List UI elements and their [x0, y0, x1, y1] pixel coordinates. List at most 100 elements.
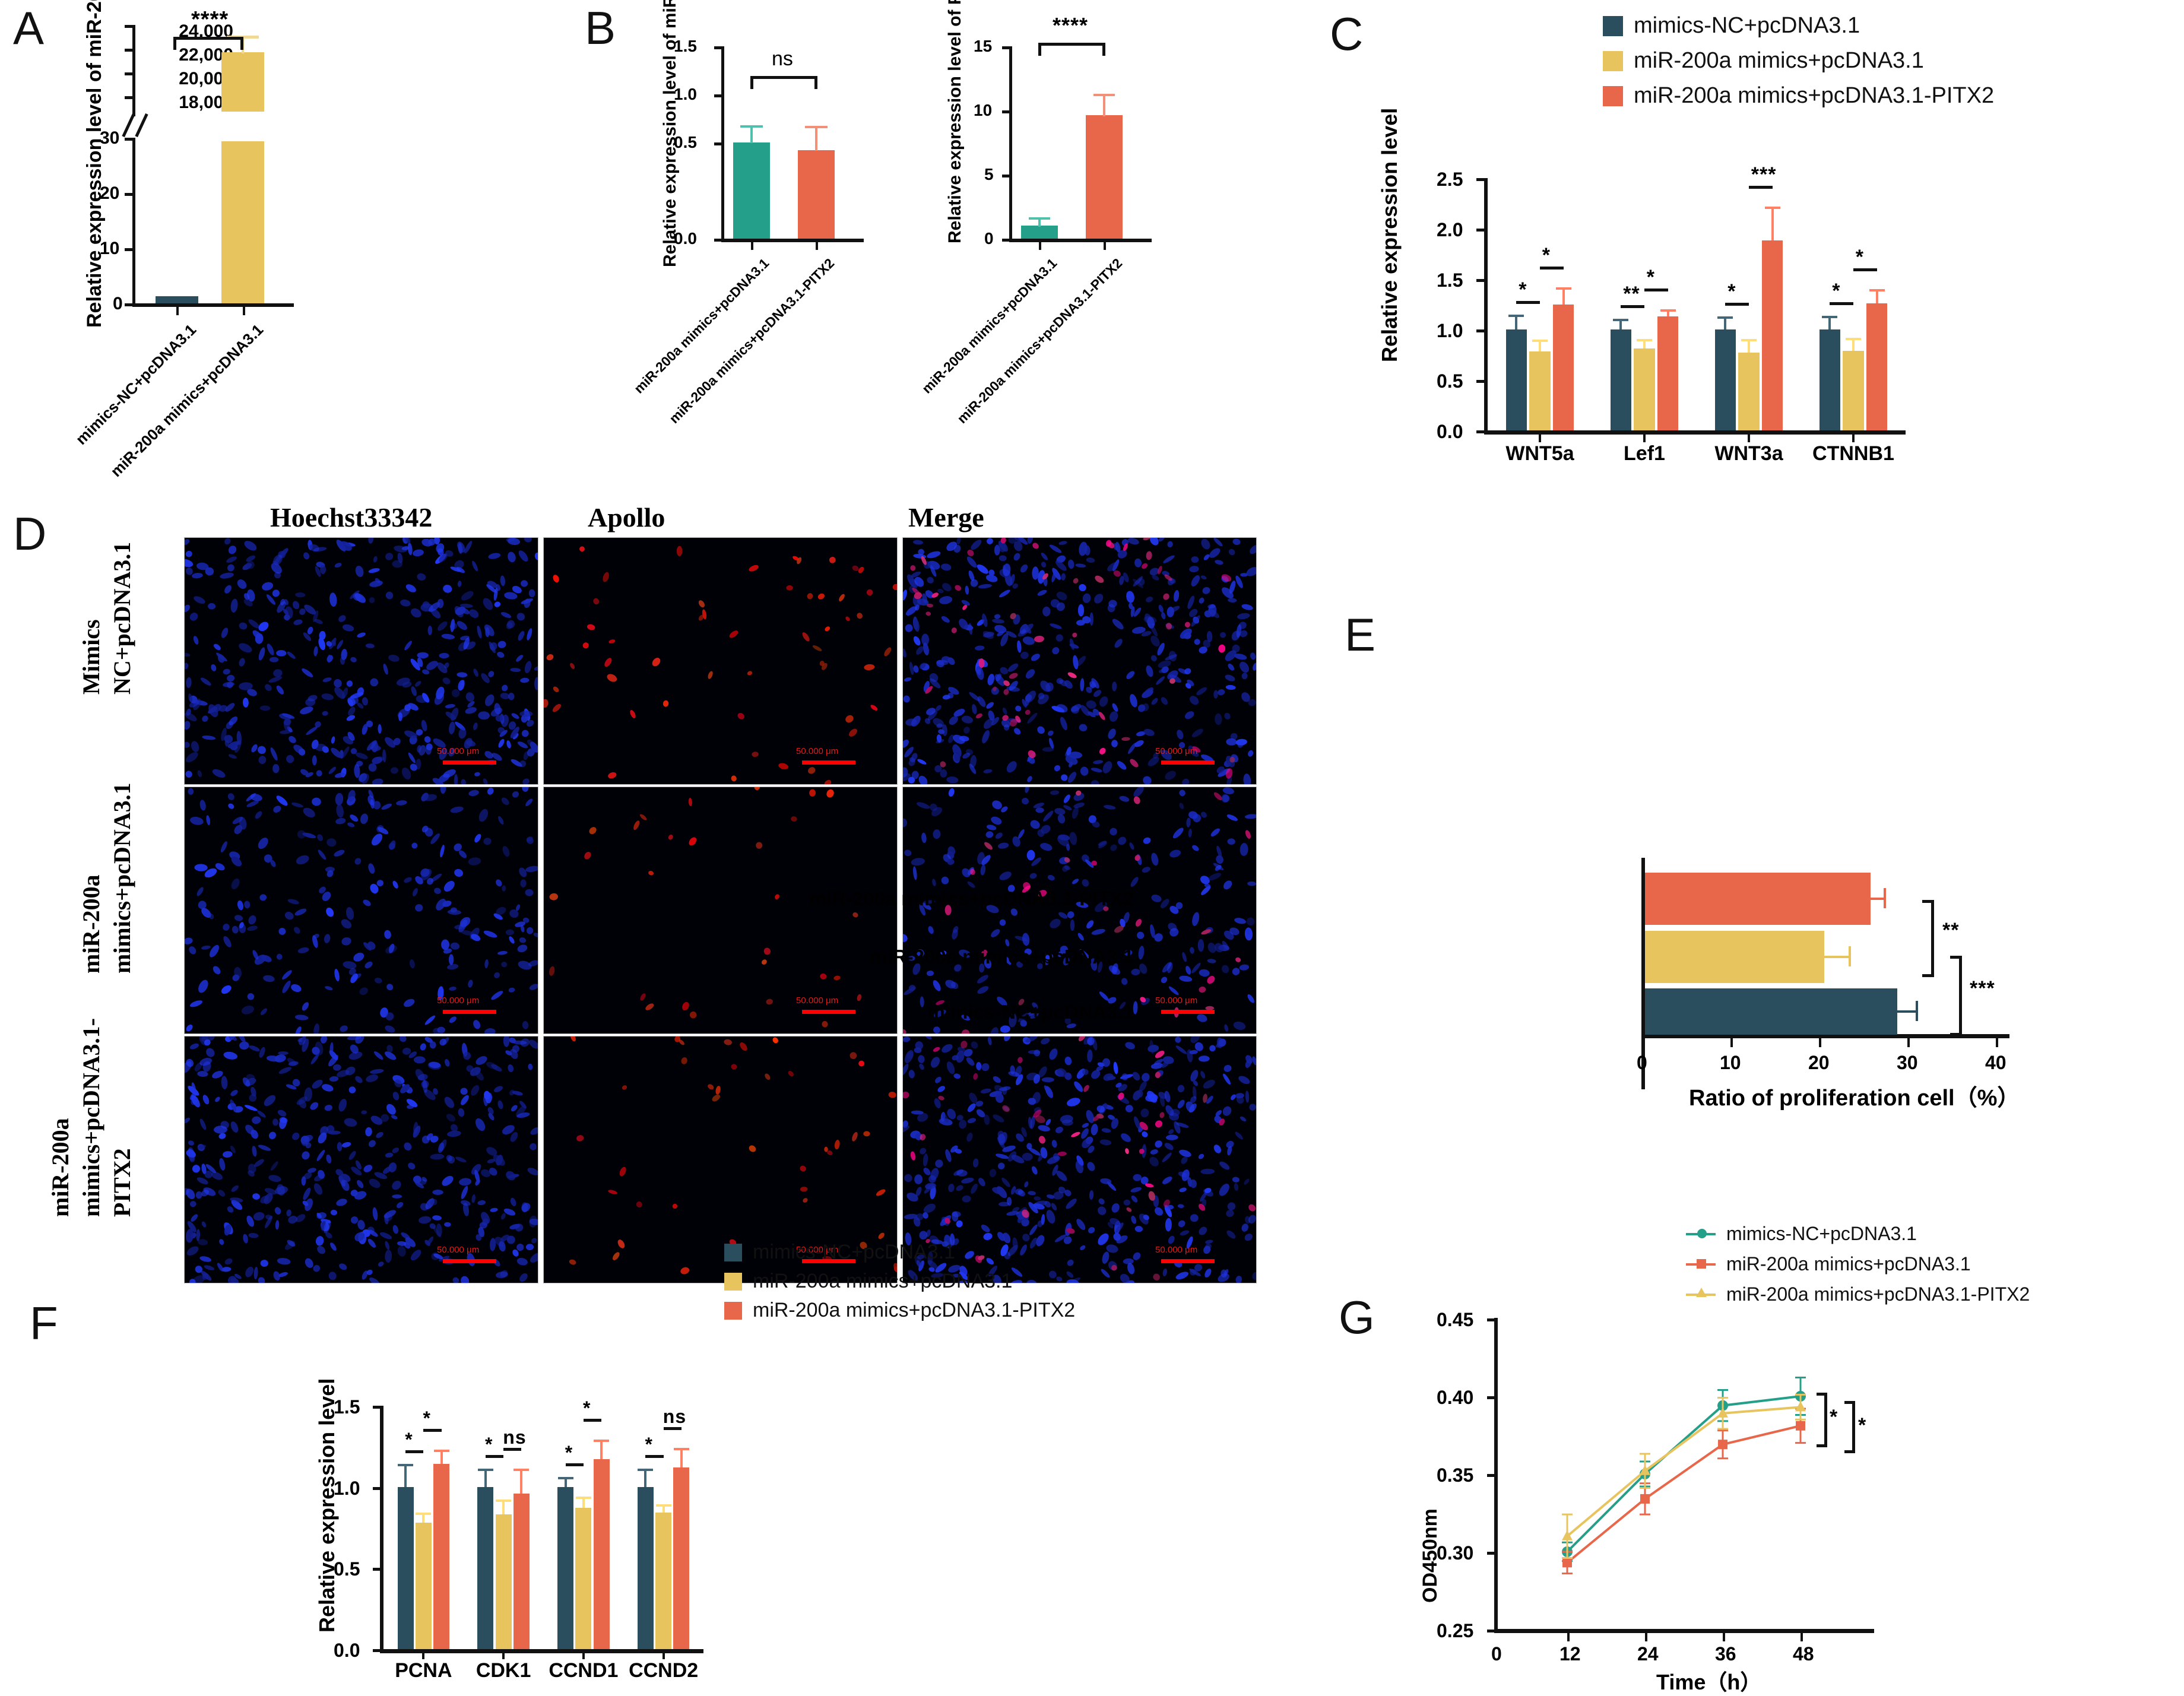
panel-f-tickmark-05 [373, 1568, 382, 1571]
panel-a-significance: **** [191, 7, 229, 32]
scale-bar [1161, 1010, 1215, 1014]
error-bar-cap [594, 1440, 610, 1443]
panel-g-xtick-12 [1567, 1632, 1570, 1641]
panel-f-y-axis-title: Relative expression level [315, 1378, 339, 1632]
panel-f-tick-10: 1.0 [334, 1478, 360, 1499]
legend-f-swatch-icon-1 [724, 1272, 742, 1291]
panel-g-yaxis [1494, 1318, 1498, 1632]
scale-bar [443, 1010, 496, 1014]
scale-bar-label: 50.000 μm [437, 996, 480, 1006]
significance-label: * [645, 1434, 653, 1456]
panel-a-tick-20: 20 [100, 183, 120, 203]
panel-b1-bar-1 [733, 142, 770, 239]
significance-line [1644, 289, 1668, 292]
significance-label: * [1832, 279, 1841, 302]
significance-label: ns [503, 1426, 527, 1448]
panel-b1-err-2-cap [805, 126, 828, 128]
x-tickmark [582, 1651, 585, 1659]
scale-bar [802, 1010, 855, 1014]
panel-letter-b: B [585, 2, 616, 54]
panel-b1-err-1-cap [740, 125, 763, 128]
panel-f-tick-15: 1.5 [334, 1396, 360, 1418]
panel-g-tickmark-025 [1487, 1630, 1496, 1632]
panel-e-significance-1: *** [1970, 977, 1995, 1000]
panel-b1-baseline [721, 239, 864, 242]
panel-d-row-label-1: miR-200a mimics+pcDNA3.1 [71, 782, 148, 979]
data-point-marker [1796, 1421, 1805, 1431]
panel-c-tick-10: 1.0 [1437, 320, 1463, 341]
error-bar-cap [433, 1449, 449, 1452]
significance-label: * [423, 1407, 431, 1429]
panel-a-tick-30: 30 [100, 128, 120, 148]
significance-line [1516, 300, 1540, 304]
panel-g-y-axis-title: OD450nm [1419, 1508, 1441, 1603]
panel-g-xaxis [1494, 1629, 1874, 1633]
legend-g-label-1: miR-200a mimics+pcDNA3.1 [1726, 1253, 1971, 1275]
error-bar [1724, 318, 1727, 329]
bar [415, 1522, 432, 1649]
error-bar-cap [1660, 309, 1676, 312]
panel-e-err-1-stem [1824, 956, 1850, 958]
error-bar-cap [513, 1469, 530, 1472]
error-bar [1852, 340, 1855, 351]
significance-line [1853, 268, 1877, 272]
legend-swatch-icon-1 [1603, 50, 1623, 71]
panel-e-xlabel-20: 20 [1808, 1052, 1830, 1073]
legend-g-line-icon-0 [1686, 1228, 1716, 1238]
error-bar [1539, 341, 1541, 352]
panel-a-axis-break-slash-2 [135, 113, 148, 138]
panel-b1-tickmark-10 [714, 94, 723, 97]
panel-e-xlabel-10: 10 [1720, 1052, 1741, 1073]
panel-b1-tickmark-15 [714, 46, 723, 49]
panel-f-tickmark-15 [373, 1406, 382, 1409]
data-point-marker [1718, 1440, 1727, 1450]
scale-bar-label: 50.000 μm [796, 996, 839, 1006]
panel-d-row-label-2: miR-200a mimics+pcDNA3.1- PITX2 [42, 1018, 154, 1223]
panel-g-tickmark-030 [1487, 1552, 1496, 1555]
panel-g-xlabel-36: 36 [1715, 1643, 1736, 1665]
line-series [1566, 1424, 1801, 1564]
panel-d-row-label-2-line3: PITX2 [109, 1148, 135, 1217]
error-bar [1771, 208, 1774, 241]
panel-c-tick-15: 1.5 [1437, 270, 1463, 291]
significance-line [1540, 267, 1564, 270]
panel-c-tick-25: 2.5 [1437, 169, 1463, 190]
error-bar-cap [575, 1496, 591, 1499]
x-category-label: PCNA [395, 1659, 452, 1682]
panel-c-tick-00: 0.0 [1437, 421, 1463, 442]
data-point-marker [1640, 1494, 1650, 1504]
panel-c-baseline [1484, 430, 1906, 435]
scale-bar [443, 760, 496, 765]
panel-d-row-label-0-line1: Mimics [78, 619, 104, 695]
panel-e-err-0-cap [1884, 888, 1886, 908]
panel-a-bar-mimics-lower [221, 141, 264, 303]
panel-b1-tick-10: 1.0 [674, 85, 697, 103]
panel-c-legend: mimics-NC+pcDNA3.1 miR-200a mimics+pcDNA… [1603, 13, 1994, 118]
panel-a-sig-bracket-top [173, 37, 243, 40]
significance-label: * [565, 1442, 573, 1463]
panel-d-col-header-0: Hoechst33342 [270, 502, 433, 532]
panel-d-row-label-0-line2: NC+pcDNA3.1 [109, 541, 135, 695]
legend-g-line-icon-1 [1686, 1258, 1716, 1269]
panel-c-yaxis [1484, 178, 1488, 430]
bar [1843, 350, 1864, 430]
significance-line [1830, 302, 1853, 305]
legend-swatch-icon-0 [1603, 15, 1623, 36]
error-bar [1875, 291, 1878, 303]
error-bar-cap [1532, 340, 1548, 343]
significance-label: * [1727, 280, 1736, 303]
error-bar [662, 1506, 665, 1513]
panel-e-ylabel-1: miR-200a mimics+pcDNA3.1 [870, 946, 1134, 968]
legend-item-2: miR-200a mimics+pcDNA3.1-PITX2 [1603, 83, 1994, 109]
significance-label: * [484, 1434, 493, 1456]
panel-letter-f: F [30, 1297, 58, 1349]
error-bar [582, 1498, 585, 1508]
panel-c-tickmark-25 [1476, 178, 1486, 181]
panel-b2-bar-1 [1021, 226, 1058, 239]
x-tickmark [1643, 434, 1646, 442]
panel-b2-tick-15: 15 [974, 37, 993, 55]
bar [1714, 329, 1736, 430]
x-category-label: CCND1 [549, 1659, 619, 1682]
panel-e-sig-bracket-0-bottom [1922, 974, 1933, 977]
panel-e-x-axis-title: Ratio of proliferation cell（%） [1689, 1086, 2020, 1111]
